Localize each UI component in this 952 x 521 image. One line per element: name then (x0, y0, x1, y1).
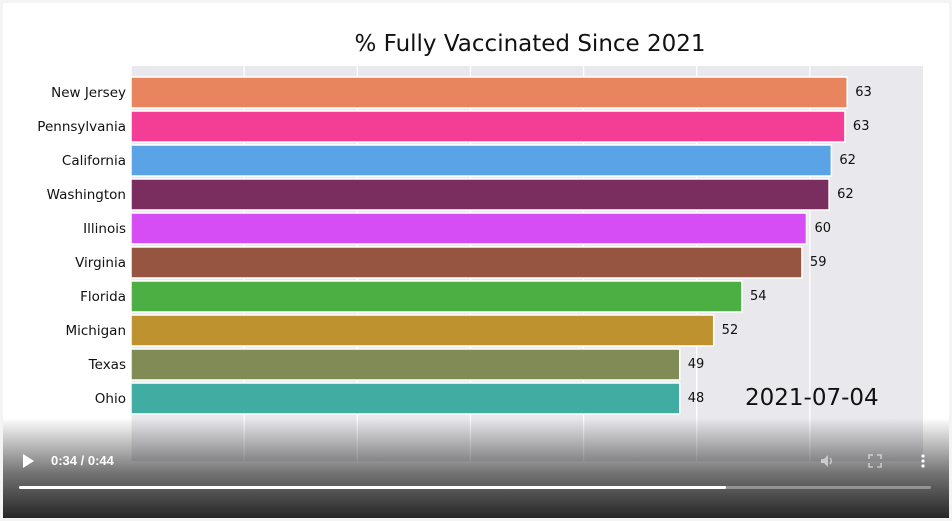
category-label: Washington (47, 187, 126, 203)
mute-button[interactable] (819, 453, 835, 469)
category-label: Pennsylvania (37, 119, 126, 135)
volume-icon (821, 455, 832, 467)
progress-fill (19, 486, 726, 489)
bar (130, 382, 681, 415)
time-display: 0:34 / 0:44 (51, 453, 114, 468)
value-label: 60 (814, 221, 831, 236)
value-label: 49 (688, 357, 705, 372)
category-label: Illinois (83, 221, 126, 237)
bar (130, 280, 743, 313)
value-label: 63 (855, 85, 872, 100)
bar (130, 314, 715, 347)
category-label: Texas (88, 357, 126, 373)
category-label: California (62, 153, 126, 169)
play-button[interactable] (19, 452, 37, 470)
value-label: 63 (853, 119, 870, 134)
category-label: New Jersey (51, 85, 126, 101)
value-label: 59 (810, 255, 827, 270)
value-label: 48 (688, 391, 705, 406)
chart-title: % Fully Vaccinated Since 2021 (354, 31, 706, 57)
bar (130, 212, 808, 245)
fullscreen-icon (868, 454, 882, 468)
player-controls: 0:34 / 0:44 (3, 418, 949, 518)
bar (130, 348, 681, 381)
play-icon (23, 454, 34, 468)
bar (130, 76, 848, 109)
category-label: Virginia (75, 255, 126, 271)
video-frame[interactable]: % Fully Vaccinated Since 2021 0 10 20 30 40 5… (3, 3, 949, 518)
more-options-button[interactable] (915, 453, 931, 469)
category-label: Ohio (95, 391, 126, 407)
progress-bar[interactable] (19, 486, 931, 489)
value-label: 52 (722, 323, 739, 338)
date-label: 2021-07-04 (745, 385, 879, 411)
bar (130, 110, 846, 143)
category-label: Florida (80, 289, 126, 305)
fullscreen-button[interactable] (867, 453, 883, 469)
value-label: 62 (839, 153, 856, 168)
bar (130, 144, 833, 177)
value-label: 62 (837, 187, 854, 202)
bar (130, 178, 830, 211)
bar (130, 246, 803, 279)
category-label: Michigan (65, 323, 126, 339)
more-options-icon (921, 454, 925, 468)
value-label: 54 (750, 289, 767, 304)
